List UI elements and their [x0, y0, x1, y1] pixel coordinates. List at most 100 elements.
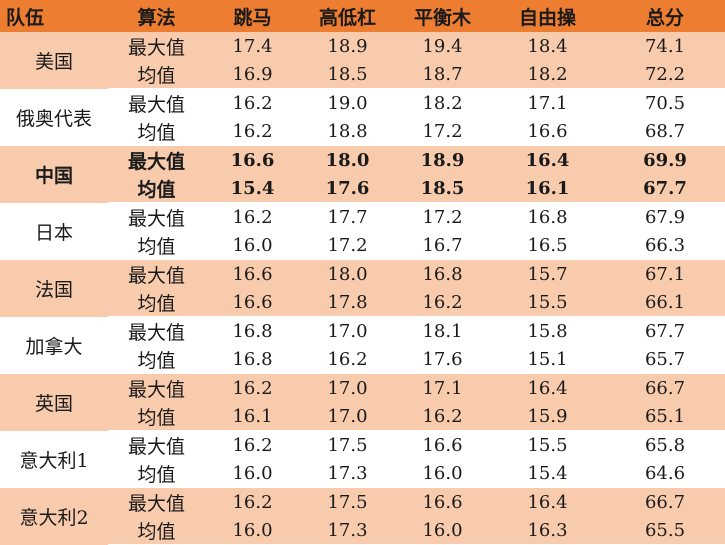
total-score: 66.7: [605, 487, 725, 516]
floor-score: 15.4: [490, 459, 605, 488]
table-row: 意大利2 最大值 16.2 17.5 16.6 16.4 66.7: [0, 487, 725, 545]
header-algorithm: 算法: [108, 0, 205, 32]
bars-score: 17.0: [300, 402, 395, 431]
table-row: 中国 最大值 16.6 18.0 18.9 16.4 69.9: [0, 145, 725, 203]
algorithm-cell: 均值: [108, 459, 205, 488]
beam-score: 16.8: [395, 259, 490, 288]
bars-score: 17.2: [300, 231, 395, 260]
team-name: 意大利1: [0, 430, 108, 488]
floor-score: 16.6: [490, 117, 605, 146]
table-row: 日本 最大值 16.2 17.7 17.2 16.8 67.9: [0, 202, 725, 260]
vault-score: 16.2: [205, 373, 300, 402]
floor-score: 15.1: [490, 345, 605, 374]
bars-score: 18.8: [300, 117, 395, 146]
vault-score: 17.4: [205, 32, 300, 60]
vault-score: 16.2: [205, 117, 300, 146]
table-row: 均值 16.0 17.2 16.7 16.5 66.3: [0, 231, 725, 260]
floor-score: 18.2: [490, 60, 605, 89]
floor-score: 16.4: [490, 373, 605, 402]
vault-score: 15.4: [205, 174, 300, 203]
bars-score: 17.0: [300, 373, 395, 402]
table-header: 队伍 算法 跳马 高低杠 平衡木 自由操 总分: [0, 0, 725, 32]
team-name: 俄奥代表: [0, 88, 108, 146]
vault-score: 16.0: [205, 516, 300, 545]
floor-score: 18.4: [490, 32, 605, 60]
table-row: 美国 最大值 17.4 18.9 19.4 18.4 74.1: [0, 32, 725, 89]
vault-score: 16.6: [205, 288, 300, 317]
total-score: 67.7: [605, 174, 725, 203]
vault-score: 16.8: [205, 316, 300, 345]
beam-score: 16.7: [395, 231, 490, 260]
bars-score: 17.8: [300, 288, 395, 317]
floor-score: 16.5: [490, 231, 605, 260]
total-score: 66.1: [605, 288, 725, 317]
total-score: 64.6: [605, 459, 725, 488]
algorithm-cell: 最大值: [108, 145, 205, 174]
total-score: 74.1: [605, 32, 725, 60]
beam-score: 18.9: [395, 145, 490, 174]
table-row: 均值 16.2 18.8 17.2 16.6 68.7: [0, 117, 725, 146]
vault-score: 16.6: [205, 259, 300, 288]
table-row: 加拿大 最大值 16.8 17.0 18.1 15.8 67.7: [0, 316, 725, 374]
table-row: 意大利1 最大值 16.2 17.5 16.6 15.5 65.8: [0, 430, 725, 488]
team-name: 法国: [0, 259, 108, 317]
beam-score: 16.2: [395, 288, 490, 317]
table-row: 英国 最大值 16.2 17.0 17.1 16.4 66.7: [0, 373, 725, 431]
floor-score: 15.8: [490, 316, 605, 345]
total-score: 67.1: [605, 259, 725, 288]
team-name: 英国: [0, 373, 108, 431]
total-score: 65.5: [605, 516, 725, 545]
table-row: 均值 16.0 17.3 16.0 16.3 65.5: [0, 516, 725, 545]
beam-score: 18.5: [395, 174, 490, 203]
bars-score: 17.0: [300, 316, 395, 345]
algorithm-cell: 均值: [108, 402, 205, 431]
vault-score: 16.1: [205, 402, 300, 431]
floor-score: 15.5: [490, 430, 605, 459]
algorithm-cell: 最大值: [108, 259, 205, 288]
team-name: 中国: [0, 145, 108, 203]
header-beam: 平衡木: [395, 0, 490, 32]
vault-score: 16.2: [205, 487, 300, 516]
bars-score: 16.2: [300, 345, 395, 374]
beam-score: 17.6: [395, 345, 490, 374]
floor-score: 16.4: [490, 145, 605, 174]
bars-score: 17.5: [300, 430, 395, 459]
algorithm-cell: 均值: [108, 288, 205, 317]
beam-score: 18.2: [395, 88, 490, 117]
algorithm-cell: 均值: [108, 231, 205, 260]
beam-score: 16.6: [395, 487, 490, 516]
beam-score: 16.0: [395, 516, 490, 545]
bars-score: 19.0: [300, 88, 395, 117]
beam-score: 16.2: [395, 402, 490, 431]
header-vault: 跳马: [205, 0, 300, 32]
table-body: 美国 最大值 17.4 18.9 19.4 18.4 74.1 均值 16.9 18.5 18.7 1…: [0, 32, 725, 545]
header-floor: 自由操: [490, 0, 605, 32]
vault-score: 16.2: [205, 202, 300, 231]
bars-score: 18.5: [300, 60, 395, 89]
total-score: 67.7: [605, 316, 725, 345]
algorithm-cell: 均值: [108, 516, 205, 545]
total-score: 67.9: [605, 202, 725, 231]
total-score: 66.3: [605, 231, 725, 260]
bars-score: 17.7: [300, 202, 395, 231]
table-row: 法国 最大值 16.6 18.0 16.8 15.7 67.1: [0, 259, 725, 317]
algorithm-cell: 均值: [108, 345, 205, 374]
beam-score: 17.1: [395, 373, 490, 402]
bars-score: 17.3: [300, 516, 395, 545]
floor-score: 16.1: [490, 174, 605, 203]
team-name: 意大利2: [0, 487, 108, 545]
beam-score: 18.7: [395, 60, 490, 89]
algorithm-cell: 最大值: [108, 202, 205, 231]
algorithm-cell: 均值: [108, 117, 205, 146]
table-row: 均值 16.6 17.8 16.2 15.5 66.1: [0, 288, 725, 317]
beam-score: 17.2: [395, 117, 490, 146]
floor-score: 15.7: [490, 259, 605, 288]
beam-score: 17.2: [395, 202, 490, 231]
bars-score: 17.5: [300, 487, 395, 516]
bars-score: 17.3: [300, 459, 395, 488]
total-score: 65.7: [605, 345, 725, 374]
bars-score: 18.0: [300, 145, 395, 174]
table-row: 均值 16.1 17.0 16.2 15.9 65.1: [0, 402, 725, 431]
total-score: 70.5: [605, 88, 725, 117]
team-name: 日本: [0, 202, 108, 260]
